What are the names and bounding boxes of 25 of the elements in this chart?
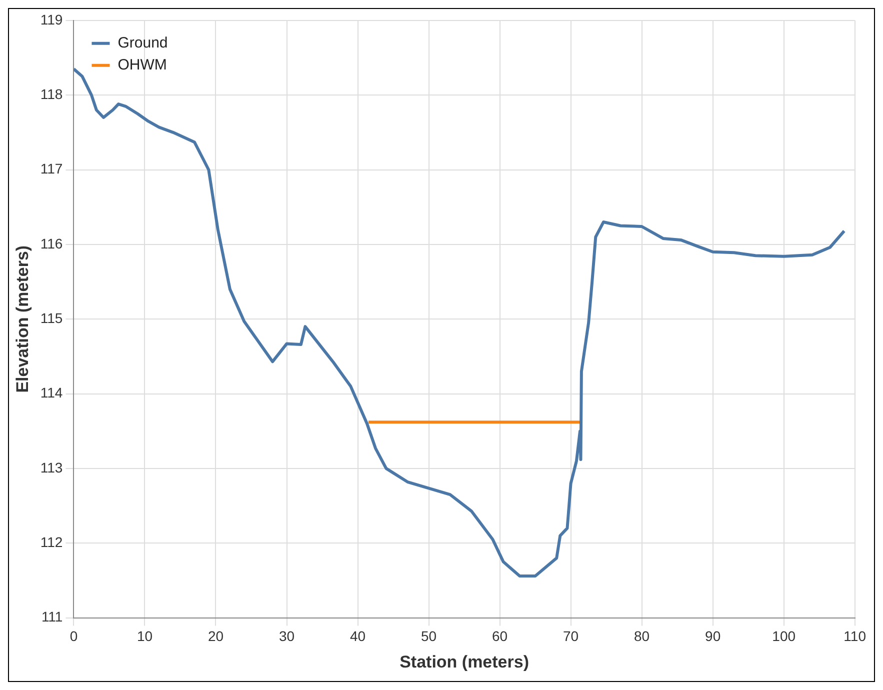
y-tick-label: 111: [41, 608, 63, 625]
y-tick-label: 118: [40, 86, 63, 102]
y-tick-label: 116: [40, 235, 63, 252]
x-tick-label: 0: [70, 628, 78, 644]
x-tick-label: 40: [350, 628, 366, 644]
legend-label: Ground: [118, 34, 168, 52]
y-tick-label: 114: [40, 384, 63, 401]
x-tick-label: 20: [208, 628, 224, 644]
x-tick-label: 70: [563, 628, 579, 644]
y-tick-label: 119: [40, 11, 63, 28]
x-tick-label: 10: [136, 628, 153, 644]
y-tick-label: 113: [40, 459, 63, 476]
x-tick-label: 100: [772, 628, 796, 644]
x-tick-label: 60: [492, 628, 508, 644]
x-tick-label: 30: [278, 628, 295, 644]
x-tick-label: 80: [634, 628, 650, 644]
y-axis-title: Elevation (meters): [12, 245, 32, 393]
y-tick-label: 117: [40, 160, 63, 177]
y-tick-label: 112: [40, 534, 63, 550]
y-tick-label: 115: [40, 310, 63, 326]
x-tick-label: 110: [844, 628, 866, 644]
legend-label: OHWM: [118, 56, 167, 74]
x-tick-label: 50: [420, 628, 437, 644]
x-tick-label: 90: [705, 628, 721, 644]
x-axis-title: Station (meters): [400, 652, 529, 672]
